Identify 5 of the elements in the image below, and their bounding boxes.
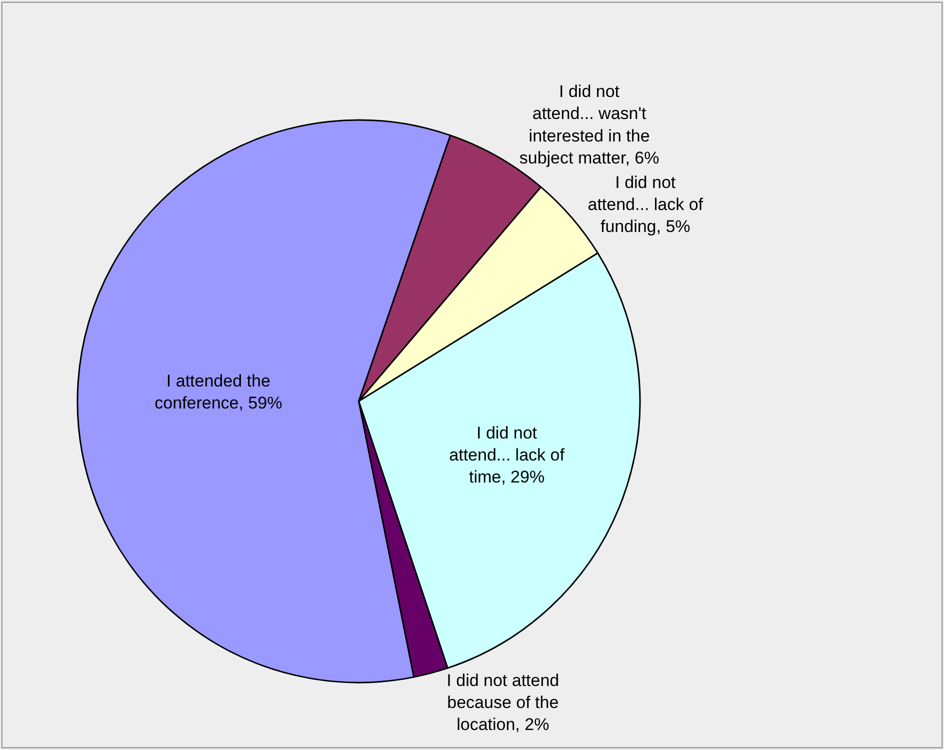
slice-label: I did not attend... lack of time, 29% (449, 423, 565, 486)
slice-label: I did not attend... lack of funding, 5% (588, 172, 704, 236)
slice-label: I attended the conference, 59% (154, 371, 282, 412)
slice-label: I did not attend... wasn't interested in the subject matter, 6% (519, 82, 660, 168)
slice-label: I did not attend because of the location, 2% (446, 671, 560, 734)
